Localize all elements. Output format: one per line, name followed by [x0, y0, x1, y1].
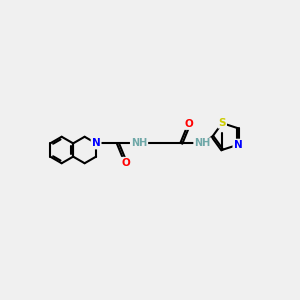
Text: O: O [122, 158, 130, 168]
Text: O: O [185, 119, 194, 129]
Text: NH: NH [131, 138, 147, 148]
Text: S: S [218, 118, 226, 128]
Text: N: N [92, 138, 100, 148]
Text: NH: NH [194, 138, 211, 148]
Text: N: N [234, 140, 242, 150]
